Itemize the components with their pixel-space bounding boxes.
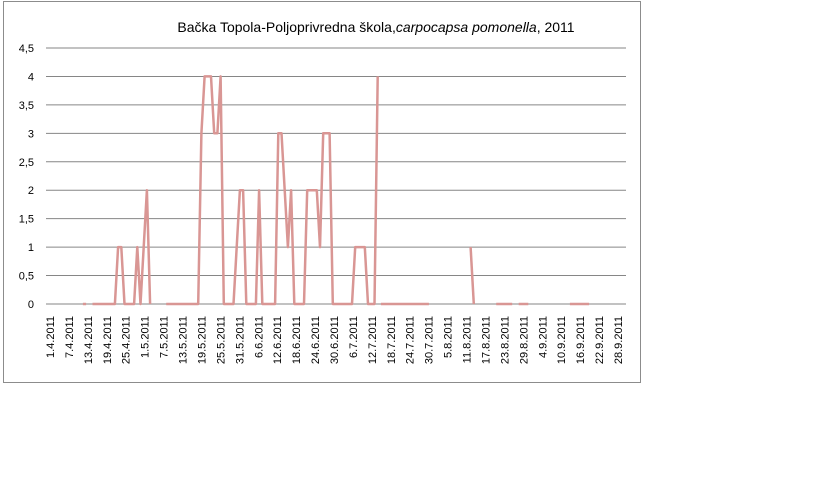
series-line [166,75,379,306]
chart-title-prefix: Bačka Topola-Poljoprivredna škola, [177,19,395,35]
y-tick-label: 3 [28,128,34,140]
x-tick-label: 25.5.2011 [215,316,227,364]
x-tick-label: 29.8.2011 [518,316,530,364]
x-tick-label: 5.8.2011 [443,316,455,358]
x-tick-label: 13.5.2011 [178,316,190,364]
x-tick-label: 16.9.2011 [575,316,587,364]
x-tick-label: 10.9.2011 [556,316,568,364]
x-tick-labels: 1.4.2011 7.4.2011 13.4.2011 19.4.2011 25.4.2… [45,316,625,364]
y-tick-label: 4 [28,71,34,83]
x-tick-label: 6.7.2011 [348,316,360,358]
x-tick-label: 13.4.2011 [83,316,95,364]
y-tick-label: 2,5 [19,157,34,169]
chart-title-year: , 2011 [537,19,575,35]
gridlines [46,47,626,277]
x-tick-label: 24.7.2011 [405,316,417,364]
y-tick-label: 2 [28,185,34,197]
chart-title: Bačka Topola-Poljoprivredna škola,carpoc… [177,19,574,35]
x-tick-label: 19.5.2011 [196,316,208,364]
x-tick-label: 7.4.2011 [64,316,76,358]
x-tick-label: 24.6.2011 [310,316,322,364]
y-tick-label: 0,5 [19,271,34,283]
y-tick-label: 1 [28,242,34,254]
x-tick-label: 25.4.2011 [121,316,133,364]
x-tick-label: 1.5.2011 [140,316,152,358]
x-tick-label: 30.7.2011 [424,316,436,364]
line-chart: Bačka Topola-Poljoprivredna škola,carpoc… [19,19,626,364]
x-tick-label: 1.4.2011 [45,316,57,358]
series-line [469,247,476,305]
y-tick-label: 4,5 [19,43,34,55]
chart-frame: Bačka Topola-Poljoprivredna škola,carpoc… [3,1,641,383]
x-tick-label: 28.9.2011 [613,316,625,364]
x-tick-label: 12.6.2011 [272,316,284,364]
x-tick-label: 7.5.2011 [159,316,171,358]
x-tick-label: 19.4.2011 [102,316,114,364]
x-tick-label: 12.7.2011 [367,316,379,364]
x-tick-label: 31.5.2011 [234,316,246,364]
x-tick-label: 30.6.2011 [329,316,341,364]
series-line [92,188,152,306]
chart-title-species: carpocapsa pomonella [396,19,537,35]
x-tick-label: 18.6.2011 [291,316,303,364]
x-tick-label: 22.9.2011 [594,316,606,364]
y-tick-label: 3,5 [19,100,34,112]
x-tick-label: 18.7.2011 [386,316,398,364]
x-tick-label: 23.8.2011 [499,316,511,364]
y-tick-labels: 0 0,5 1 1,5 2 2,5 3 3,5 4 4,5 [19,43,34,311]
x-tick-label: 11.8.2011 [462,316,474,363]
data-series [82,75,590,306]
y-tick-label: 0 [28,299,34,311]
x-tick-label: 4.9.2011 [537,316,549,358]
y-tick-label: 1,5 [19,214,34,226]
x-tick-label: 6.6.2011 [253,316,265,358]
x-tick-label: 17.8.2011 [480,316,492,364]
